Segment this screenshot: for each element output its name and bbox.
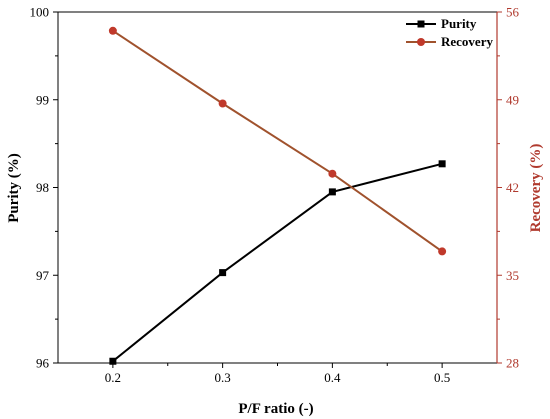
y-left-tick-label: 100 <box>30 5 50 20</box>
legend-purity-marker <box>417 20 425 28</box>
recovery-point <box>438 247 447 256</box>
recovery-point <box>218 99 227 108</box>
legend-recovery-marker <box>417 38 425 46</box>
y-right-tick-label: 56 <box>506 5 520 20</box>
purity-point <box>219 269 227 277</box>
y-axis-left-title: Purity (%) <box>6 153 22 223</box>
y-left-tick-label: 98 <box>36 180 49 195</box>
legend-recovery-label: Recovery <box>441 34 493 49</box>
x-axis: 0.2 0.3 0.4 0.5 <box>105 363 450 385</box>
recovery-point <box>328 169 337 178</box>
series-layer <box>108 26 447 365</box>
y-left-tick-label: 96 <box>36 356 50 371</box>
x-tick-label: 0.5 <box>434 370 450 385</box>
recovery-point <box>108 26 117 35</box>
x-axis-title: P/F ratio (-) <box>238 401 313 417</box>
purity-line <box>112 162 443 362</box>
y-left-tick-label: 97 <box>36 268 50 283</box>
x-tick-label: 0.2 <box>105 370 121 385</box>
x-tick-label: 0.3 <box>215 370 231 385</box>
purity-point <box>328 188 336 196</box>
recovery-line <box>112 29 443 253</box>
y-axis-right-title: Recovery (%) <box>528 144 544 233</box>
y-right-tick-label: 35 <box>506 268 519 283</box>
y-axis-right: 28 35 42 49 56 <box>497 5 520 371</box>
y-axis-left: 96 97 98 99 100 <box>30 5 58 371</box>
x-tick-label: 0.4 <box>324 370 341 385</box>
y-right-tick-label: 49 <box>506 92 519 107</box>
y-left-tick-label: 99 <box>36 92 49 107</box>
legend: Purity Recovery <box>406 16 493 49</box>
plot-frame <box>57 11 498 364</box>
legend-purity-label: Purity <box>441 16 477 31</box>
purity-point <box>109 357 117 365</box>
y-right-tick-label: 28 <box>506 356 519 371</box>
y-right-tick-label: 42 <box>506 180 519 195</box>
purity-point <box>438 160 446 168</box>
